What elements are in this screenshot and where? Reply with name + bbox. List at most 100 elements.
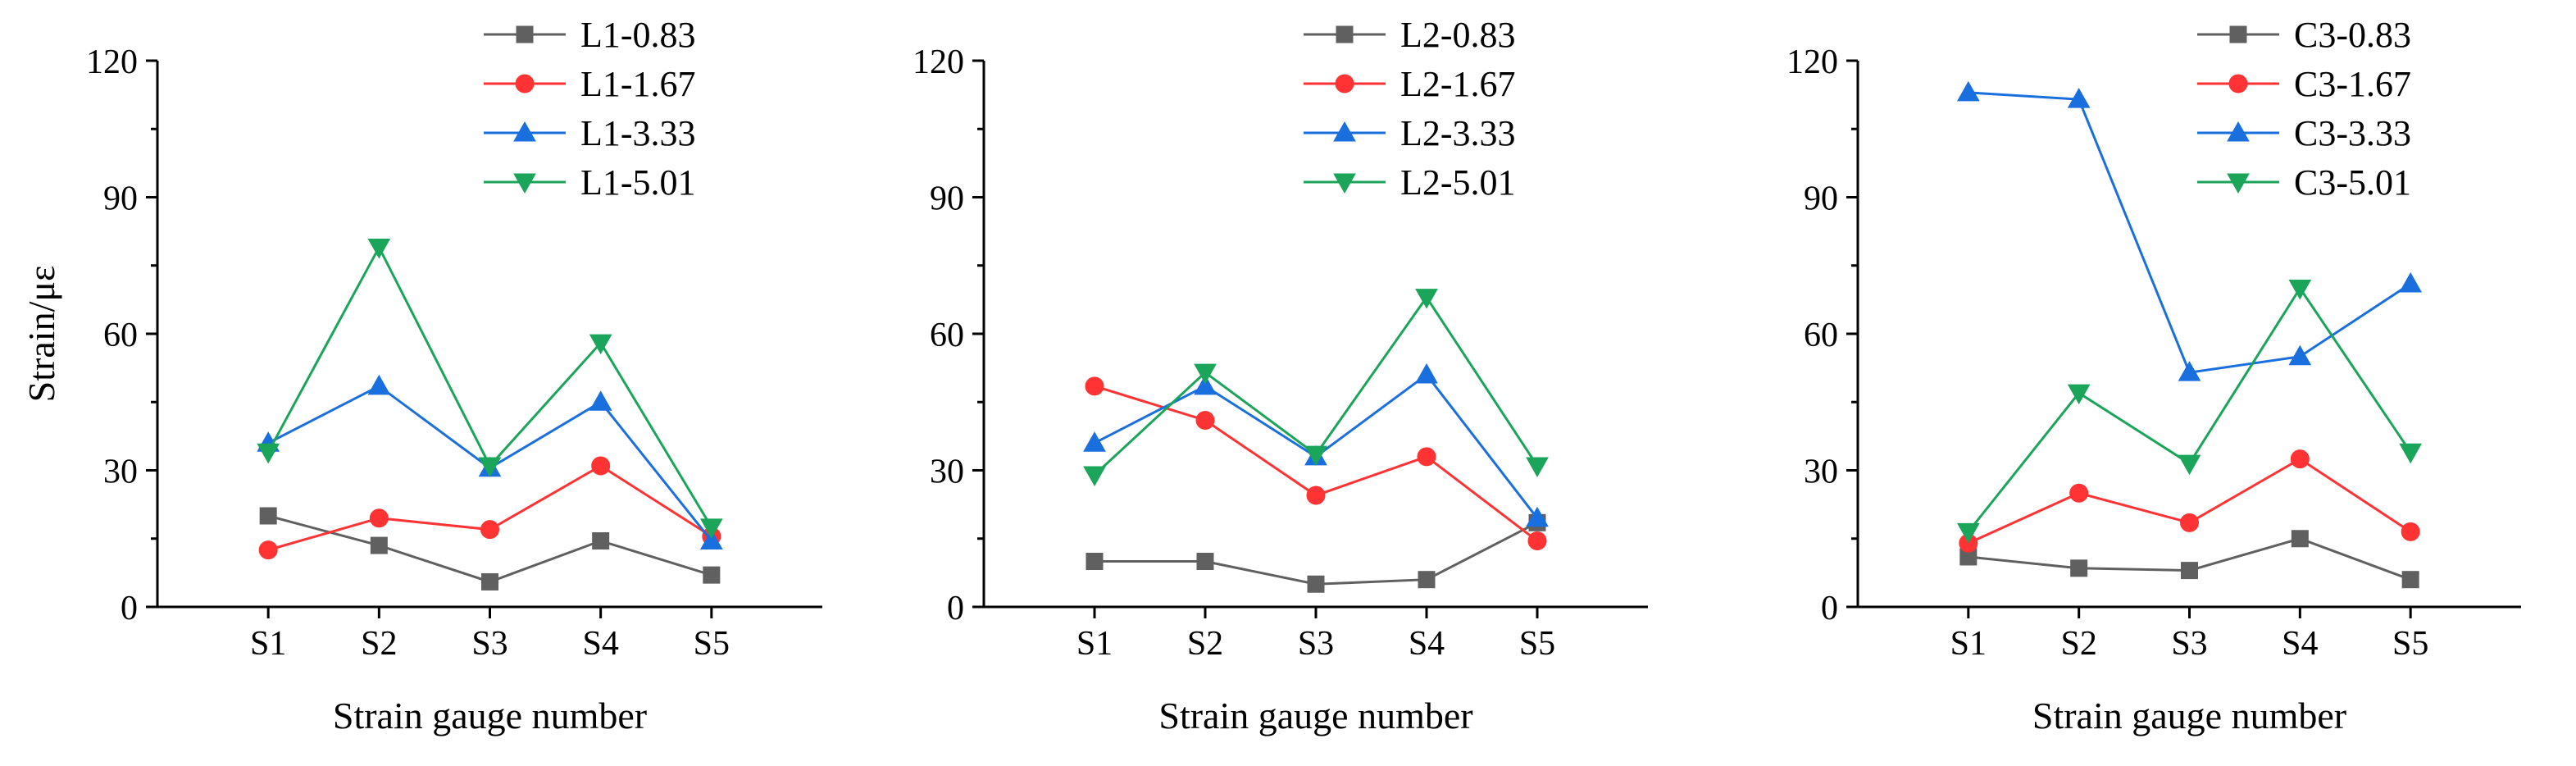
x-tick-label: S4: [582, 625, 618, 663]
legend-entry: L1-5.01: [484, 162, 696, 203]
series-C3-1.67: [1959, 449, 2420, 553]
legend-entry: L1-3.33: [484, 113, 696, 153]
legend-marker: [513, 121, 536, 142]
data-point: [1415, 362, 1438, 384]
x-tick-label: S3: [2171, 625, 2207, 663]
data-point: [589, 334, 612, 355]
data-point: [699, 518, 723, 539]
legend-marker: [2229, 25, 2247, 43]
data-point: [1304, 445, 1327, 467]
data-point: [1196, 553, 1214, 570]
data-point: [1415, 289, 1438, 309]
data-point: [592, 532, 610, 550]
legend-label: L2-0.83: [1400, 15, 1516, 55]
legend-marker: [1333, 121, 1356, 142]
data-point: [369, 508, 389, 528]
y-tick-label: 120: [1786, 43, 1838, 81]
x-tick-label: S3: [1298, 625, 1334, 663]
legend-entry: L1-0.83: [484, 15, 696, 55]
legend-marker: [513, 173, 536, 194]
x-tick-label: S5: [694, 625, 730, 663]
y-tick-label: 90: [1804, 180, 1838, 218]
x-tick-label: S5: [2392, 625, 2428, 663]
y-tick-label: 30: [930, 454, 964, 491]
chart-panel-3: 0 30 60 90 120 S1 S2 S3 S4 S5 Strain gauge number C…: [1786, 15, 2521, 736]
data-point: [2067, 384, 2091, 405]
x-tick-label: S4: [2282, 625, 2318, 663]
data-point: [2401, 522, 2420, 541]
legend-label: L1-1.67: [580, 64, 696, 104]
data-point: [1085, 553, 1104, 570]
data-point: [2401, 571, 2419, 589]
data-point: [1417, 447, 1436, 467]
data-point: [2399, 443, 2423, 464]
y-tick-label: 30: [103, 454, 138, 491]
legend-marker: [2228, 74, 2248, 93]
series-L2-0.83: [1085, 513, 1546, 593]
data-point: [1195, 410, 1215, 430]
y-tick-label: 60: [1804, 317, 1838, 354]
series-L1-0.83: [259, 507, 721, 590]
legend-marker: [515, 74, 535, 93]
legend-entry: L2-1.67: [1304, 64, 1516, 104]
legend-entry: C3-5.01: [2197, 162, 2411, 203]
x-axis-label: Strain gauge number: [2032, 695, 2346, 736]
x-tick-label: S1: [250, 625, 286, 663]
x-tick-label: S2: [1187, 625, 1223, 663]
legend-label: L1-5.01: [580, 162, 696, 203]
series-C3-5.01: [1956, 280, 2423, 544]
data-point: [2288, 280, 2312, 300]
y-tick-label: 120: [86, 43, 138, 81]
legend-entry: C3-0.83: [2197, 15, 2411, 55]
y-tick-label: 0: [947, 590, 964, 627]
data-point: [258, 540, 278, 560]
data-point: [1306, 486, 1326, 505]
series-L2-1.67: [1085, 376, 1547, 551]
data-point: [259, 507, 277, 525]
x-axis-label: Strain gauge number: [1158, 695, 1472, 736]
x-tick-label: S2: [361, 625, 397, 663]
legend-entry: L2-0.83: [1304, 15, 1516, 55]
x-tick-label: S2: [2060, 625, 2096, 663]
series-line: [1967, 285, 2412, 533]
data-point: [589, 390, 612, 411]
y-axis-label: Strain/με: [20, 266, 62, 403]
series-L1-5.01: [257, 239, 723, 539]
data-point: [591, 456, 611, 476]
data-point: [703, 566, 721, 584]
legend-label: C3-3.33: [2294, 113, 2411, 153]
legend-entry: C3-3.33: [2197, 113, 2411, 153]
legend-marker: [2227, 121, 2250, 142]
x-tick-label: S1: [1076, 625, 1113, 663]
y-tick-label: 60: [103, 317, 138, 354]
data-point: [1526, 457, 1549, 477]
x-tick-label: S4: [1409, 625, 1445, 663]
data-point: [478, 457, 502, 477]
data-point: [367, 374, 391, 395]
series-C3-0.83: [1959, 530, 2419, 589]
series-C3-3.33: [1956, 80, 2423, 381]
data-point: [1956, 80, 1980, 102]
x-tick-label: S3: [471, 625, 507, 663]
x-tick-label: S5: [1519, 625, 1555, 663]
chart-panel-2: 0 30 60 90 120 S1 S2 S3 S4 S5 Strain gauge number L…: [913, 15, 1648, 736]
data-point: [2180, 513, 2199, 532]
data-point: [699, 529, 723, 550]
data-point: [1526, 506, 1549, 527]
data-point: [2070, 559, 2088, 577]
y-tick-label: 30: [1804, 454, 1838, 491]
legend-label: L2-1.67: [1400, 64, 1516, 104]
legend-marker: [516, 25, 534, 43]
chart-panel-1: 0 30 60 90 120 S1 S2 S3 S4 S5 Strain gauge number S…: [20, 15, 822, 736]
y-tick-label: 120: [913, 43, 964, 81]
legend-marker: [1335, 74, 1354, 93]
data-point: [2399, 271, 2423, 293]
data-point: [2291, 530, 2309, 548]
x-tick-label: S1: [1950, 625, 1987, 663]
legend-marker: [1336, 25, 1354, 43]
data-point: [1307, 575, 1325, 593]
legend-label: C3-0.83: [2294, 15, 2411, 55]
data-point: [2288, 344, 2312, 366]
data-point: [2067, 88, 2091, 108]
